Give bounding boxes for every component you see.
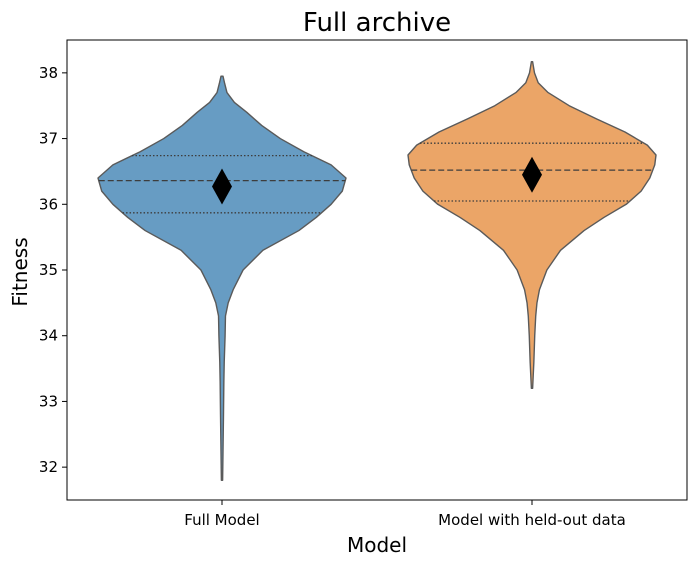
y-axis-ticks: 32 33 34 35 36 37 38 — [39, 64, 67, 476]
chart-title: Full archive — [303, 8, 451, 38]
violin-layer — [97, 60, 657, 481]
plot-frame — [66, 39, 688, 501]
mean-marker — [212, 168, 232, 205]
y-tick-label: 38 — [39, 64, 58, 82]
violin-group — [97, 75, 347, 481]
y-tick-label: 35 — [39, 261, 58, 279]
x-axis-label: Model — [347, 533, 407, 557]
mean-marker — [522, 156, 542, 193]
violin-group — [407, 60, 657, 389]
y-tick-label: 36 — [39, 195, 58, 213]
violin-body — [97, 75, 347, 481]
x-tick-label: Full Model — [184, 511, 259, 529]
y-tick-label: 32 — [39, 458, 58, 476]
x-tick-label: Model with held-out data — [438, 511, 626, 529]
y-tick-label: 37 — [39, 130, 58, 148]
violin-body — [407, 60, 657, 389]
x-axis-ticks: Full Model Model with held-out data — [184, 500, 626, 529]
y-tick-label: 33 — [39, 392, 58, 410]
y-axis-label: Fitness — [8, 237, 32, 306]
y-tick-label: 34 — [39, 327, 58, 345]
